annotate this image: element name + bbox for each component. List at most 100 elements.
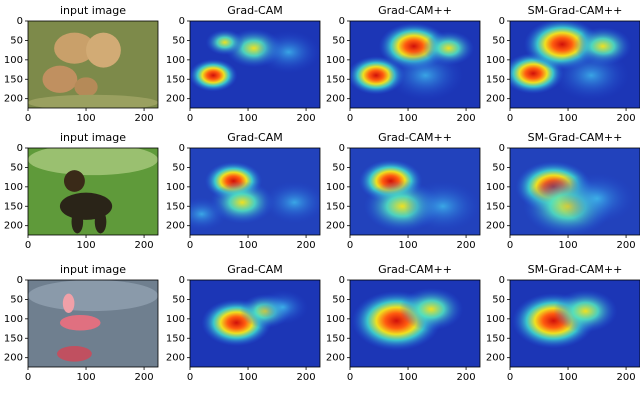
y-tick-label: 200	[4, 94, 23, 105]
axes-frame	[189, 20, 321, 109]
axes-frame	[27, 147, 159, 236]
y-tick-label: 50	[10, 35, 23, 46]
y-tick-label: 0	[499, 16, 505, 27]
heat-blob	[553, 289, 618, 333]
x-tick-label: 100	[558, 372, 577, 383]
y-tick-label: 50	[332, 35, 345, 46]
y-tick-label: 200	[326, 221, 345, 232]
y-tick-label: 0	[339, 16, 345, 27]
axes-frame	[27, 279, 159, 368]
y-tick-label: 50	[492, 162, 505, 173]
x-tick-label: 200	[297, 372, 316, 383]
heatmap	[190, 148, 320, 235]
y-tick-label: 200	[166, 221, 185, 232]
photo-shape	[54, 32, 95, 64]
heatmap	[190, 21, 320, 108]
axes-frame	[349, 279, 481, 368]
panel-title: SM-Grad-CAM++	[528, 4, 623, 17]
y-tick-label: 100	[486, 314, 505, 325]
y-tick-label: 50	[172, 35, 185, 46]
photo-shape	[63, 170, 85, 192]
photo-shape	[62, 293, 75, 314]
x-tick-label: 100	[238, 372, 257, 383]
panel-title: input image	[60, 4, 126, 17]
heat-blob	[190, 196, 228, 232]
y-tick-label: 50	[492, 35, 505, 46]
photo-shape	[94, 210, 107, 234]
y-tick-label: 150	[4, 201, 23, 212]
y-tick-label: 150	[486, 201, 505, 212]
panel-title: SM-Grad-CAM++	[528, 263, 623, 276]
x-tick-label: 200	[135, 113, 154, 124]
heat-blob	[205, 29, 244, 56]
axes-frame	[509, 20, 640, 109]
panel-title: Grad-CAM++	[378, 4, 452, 17]
photo-shape	[42, 65, 78, 93]
y-tick-label: 200	[166, 353, 185, 364]
y-tick-label: 200	[4, 221, 23, 232]
y-tick-label: 150	[486, 333, 505, 344]
y-tick-label: 200	[4, 353, 23, 364]
x-tick-label: 200	[297, 113, 316, 124]
axes-frame	[349, 20, 481, 109]
axes-frame	[509, 147, 640, 236]
x-tick-label: 100	[398, 113, 417, 124]
x-tick-label: 0	[25, 113, 31, 124]
y-tick-label: 50	[10, 294, 23, 305]
y-tick-label: 100	[4, 55, 23, 66]
x-tick-label: 200	[617, 372, 636, 383]
y-tick-label: 50	[10, 162, 23, 173]
y-tick-label: 200	[486, 221, 505, 232]
y-tick-label: 100	[166, 314, 185, 325]
photo-shape	[74, 77, 98, 97]
y-tick-label: 0	[339, 143, 345, 154]
y-tick-label: 150	[166, 333, 185, 344]
x-tick-label: 200	[135, 372, 154, 383]
x-tick-label: 200	[617, 240, 636, 251]
y-tick-label: 0	[179, 16, 185, 27]
y-tick-label: 150	[326, 333, 345, 344]
y-tick-label: 0	[17, 275, 23, 286]
x-tick-label: 100	[558, 240, 577, 251]
x-tick-label: 0	[347, 372, 353, 383]
y-tick-label: 50	[492, 294, 505, 305]
y-tick-label: 150	[166, 201, 185, 212]
y-tick-label: 150	[4, 74, 23, 85]
x-tick-label: 200	[617, 113, 636, 124]
y-tick-label: 100	[4, 182, 23, 193]
photo-shape	[71, 210, 84, 234]
photo-shape	[28, 148, 158, 176]
x-tick-label: 0	[187, 113, 193, 124]
panel-title: input image	[60, 131, 126, 144]
input-image	[28, 21, 158, 108]
photo-shape	[86, 32, 121, 68]
y-tick-label: 0	[17, 16, 23, 27]
y-tick-label: 100	[486, 182, 505, 193]
y-tick-label: 50	[172, 162, 185, 173]
y-tick-label: 0	[179, 275, 185, 286]
y-tick-label: 100	[326, 55, 345, 66]
heatmap	[350, 21, 480, 108]
y-tick-label: 150	[326, 201, 345, 212]
heatmap	[510, 280, 640, 367]
heatmap	[190, 280, 320, 367]
input-image	[28, 280, 158, 367]
axes-frame	[349, 147, 481, 236]
x-tick-label: 200	[457, 240, 476, 251]
heatmap	[350, 280, 480, 367]
heat-blob	[257, 290, 309, 325]
panel-title: input image	[60, 263, 126, 276]
y-tick-label: 0	[499, 143, 505, 154]
y-tick-label: 50	[332, 162, 345, 173]
axes-frame	[27, 20, 159, 109]
y-tick-label: 150	[166, 74, 185, 85]
heat-blob	[558, 172, 636, 225]
heat-blob	[256, 30, 320, 74]
x-tick-label: 200	[297, 240, 316, 251]
x-tick-label: 0	[347, 113, 353, 124]
y-tick-label: 0	[17, 143, 23, 154]
heat-blob	[552, 49, 630, 102]
x-tick-label: 0	[187, 372, 193, 383]
heat-blob	[387, 49, 464, 102]
photo-shape	[57, 346, 92, 362]
